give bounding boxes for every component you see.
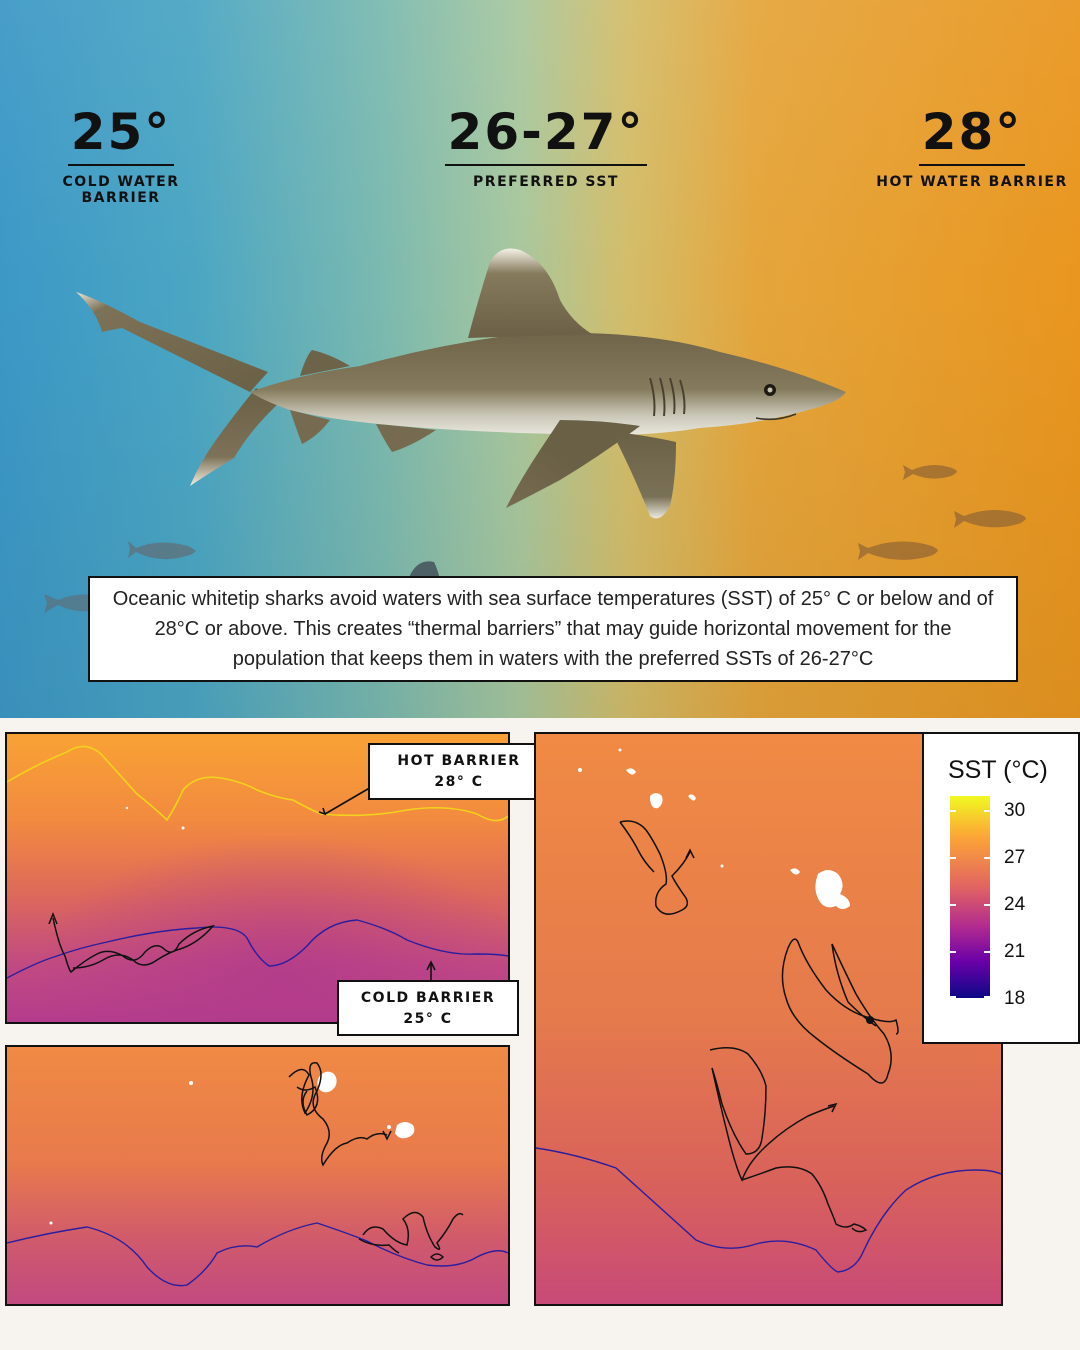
preferred-sst-label: PREFERRED SST <box>473 174 619 190</box>
island <box>650 793 663 809</box>
preferred-sst-rule <box>445 164 647 166</box>
island <box>395 1122 415 1139</box>
hero-panel: 25° COLD WATER BARRIER 26-27° PREFERRED … <box>0 0 1080 718</box>
island <box>815 870 850 909</box>
shark-track <box>288 1062 388 1167</box>
legend-tick-27: 27 <box>1004 847 1026 868</box>
cold-barrier-contour <box>536 1147 1001 1273</box>
caption-text: Oceanic whitetip sharks avoid waters wit… <box>112 588 994 670</box>
shark-track <box>619 820 691 915</box>
cold-callout-line1: COLD BARRIER <box>360 990 496 1006</box>
fish-icon <box>128 541 196 560</box>
shark-pelvic-fin <box>376 424 436 452</box>
track-arrowhead <box>382 1130 392 1141</box>
shark-illustration <box>44 248 1026 613</box>
shark-tail-lower <box>190 388 280 486</box>
cold-barrier-contour <box>7 919 508 979</box>
sst-legend: SST (°C) 30 27 24 21 18 <box>922 732 1080 1044</box>
shark-pectoral-fin-far <box>616 432 676 519</box>
cold-barrier-label: COLD WATER BARRIER <box>62 174 180 206</box>
shark-second-dorsal <box>300 350 350 376</box>
track-arrowhead <box>685 848 695 859</box>
cold-barrier-contour <box>7 1222 508 1287</box>
hot-barrier-contour <box>7 745 508 822</box>
hot-barrier-callout: HOT BARRIER 28° C <box>368 743 550 800</box>
fish-fin-partial <box>408 561 440 580</box>
shark-mouth <box>755 413 797 421</box>
fish-icon <box>954 509 1026 528</box>
shark-tail-upper <box>76 292 268 392</box>
hot-barrier-rule <box>919 164 1025 166</box>
hot-barrier-value: 28° <box>921 103 1023 161</box>
hot-callout-line1: HOT BARRIER <box>397 753 521 769</box>
cold-barrier-header: 25° COLD WATER BARRIER <box>22 106 220 206</box>
shark-dorsal-fin <box>468 248 592 338</box>
map-panel-bottom-left <box>5 1045 510 1306</box>
hot-barrier-label: HOT WATER BARRIER <box>876 174 1068 190</box>
shark-track <box>362 1211 464 1250</box>
track-arrowhead <box>48 911 58 925</box>
hot-callout-line2: 28° C <box>434 774 484 790</box>
legend-title: SST (°C) <box>948 756 1048 784</box>
legend-tick-21: 21 <box>1004 941 1026 962</box>
legend-tick-18: 18 <box>1004 988 1026 1009</box>
preferred-sst-value: 26-27° <box>447 103 645 161</box>
hot-barrier-header: 28° HOT WATER BARRIER <box>876 106 1068 190</box>
caption-box: Oceanic whitetip sharks avoid waters wit… <box>88 576 1018 682</box>
cold-callout-line2: 25° C <box>403 1011 453 1027</box>
legend-tick-24: 24 <box>1004 894 1026 915</box>
island <box>790 868 800 875</box>
shark-body <box>250 332 846 436</box>
legend-tick-30: 30 <box>1004 800 1026 821</box>
cold-barrier-rule <box>68 164 174 166</box>
sst-map-bottom-left <box>7 1047 508 1304</box>
shark-gills <box>649 377 686 417</box>
shark-track <box>52 917 216 974</box>
hot-callout-arrow <box>324 785 374 815</box>
island <box>317 1071 337 1093</box>
shark-track <box>709 1047 835 1182</box>
track-arrowhead <box>827 1102 838 1113</box>
island <box>626 768 636 775</box>
preferred-sst-header: 26-27° PREFERRED SST <box>440 106 652 190</box>
cold-barrier-callout: COLD BARRIER 25° C <box>337 980 519 1036</box>
shark-anal-fin <box>290 410 330 444</box>
fish-icon <box>858 541 938 560</box>
fish-icon <box>903 464 957 480</box>
shark-pectoral-fin <box>506 420 640 508</box>
legend-color-scale <box>950 796 990 998</box>
cold-barrier-value: 25° <box>70 103 172 161</box>
